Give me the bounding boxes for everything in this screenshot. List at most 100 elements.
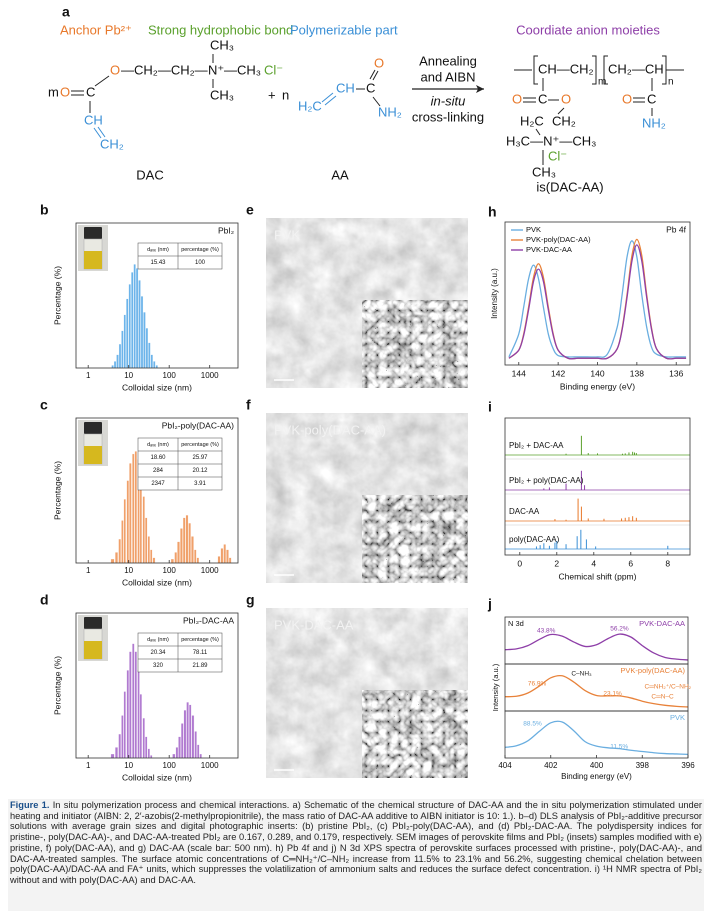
atom: C bbox=[366, 80, 375, 95]
bar bbox=[140, 296, 144, 369]
x-tick-label: 138 bbox=[630, 368, 644, 378]
panel-letter: d bbox=[40, 592, 49, 608]
bond bbox=[557, 107, 565, 115]
methyl: CH₃ bbox=[532, 164, 556, 179]
repeat-index: n bbox=[282, 87, 289, 102]
vial-liquid bbox=[84, 446, 102, 464]
bar bbox=[121, 330, 124, 369]
table-cell: 18.60 bbox=[150, 455, 166, 461]
bracket bbox=[533, 55, 538, 85]
trace-label: PbI₂ + DAC-AA bbox=[509, 441, 564, 450]
table-header: dₐᵥₑ (nm) bbox=[147, 637, 169, 643]
atom: N⁺ bbox=[208, 62, 224, 77]
bar bbox=[177, 541, 180, 564]
annotation: 88.5% bbox=[523, 721, 542, 728]
bar bbox=[118, 343, 122, 369]
panel-letter: i bbox=[488, 399, 492, 415]
methyl: CH₃ bbox=[210, 37, 234, 52]
bar bbox=[113, 361, 117, 369]
atom: O bbox=[512, 91, 522, 106]
bar bbox=[143, 311, 146, 369]
bar bbox=[170, 558, 174, 564]
bar bbox=[110, 753, 115, 759]
atom: O bbox=[561, 91, 571, 106]
x-tick-label: 1 bbox=[86, 761, 91, 770]
vial-photo bbox=[78, 420, 108, 466]
atom: CH bbox=[336, 80, 355, 95]
x-tick-label: 1000 bbox=[201, 761, 219, 770]
bar bbox=[196, 557, 200, 564]
bar bbox=[129, 463, 132, 564]
repeat-unit: CH—CH₂ bbox=[538, 61, 594, 76]
bar bbox=[123, 314, 126, 369]
panel-letter: b bbox=[40, 202, 49, 218]
sem-label: PVK-poly(DAC-AA) bbox=[274, 422, 386, 437]
bar bbox=[118, 733, 122, 759]
bar bbox=[180, 528, 183, 564]
bar bbox=[126, 670, 130, 759]
table-cell: 78.11 bbox=[193, 650, 208, 656]
x-tick-label: 142 bbox=[551, 368, 565, 378]
x-tick-label: 398 bbox=[636, 761, 650, 770]
bar bbox=[191, 536, 194, 564]
bar bbox=[150, 549, 153, 564]
annotation: 11.5% bbox=[610, 744, 628, 751]
methyl: CH₃ bbox=[210, 87, 234, 102]
condition: and AIBN bbox=[421, 69, 476, 84]
scheme: a Anchor Pb²⁺ Strong hydrophobic bond Po… bbox=[48, 4, 684, 194]
bar bbox=[228, 557, 232, 564]
bar bbox=[138, 280, 141, 369]
bond bbox=[97, 126, 106, 138]
legend-label: PVK-poly(DAC-AA) bbox=[526, 235, 591, 244]
bar bbox=[144, 736, 148, 759]
bar bbox=[174, 552, 178, 564]
bar bbox=[131, 272, 134, 369]
atom: O bbox=[60, 84, 70, 99]
bar bbox=[194, 731, 197, 759]
table-cell: 15.43 bbox=[150, 260, 166, 266]
annotation: C═N–C bbox=[651, 694, 674, 701]
core-level: N 3d bbox=[508, 619, 524, 628]
annotation: 56.2% bbox=[610, 626, 629, 633]
x-axis-title: Binding energy (eV) bbox=[561, 772, 632, 781]
x-tick-label: 402 bbox=[544, 761, 558, 770]
atom: CH₂ bbox=[100, 136, 124, 151]
scheme-label: Coordiate anion moieties bbox=[516, 22, 660, 37]
condition: in-situ bbox=[431, 93, 466, 108]
scheme-label: Strong hydrophobic bond bbox=[148, 22, 293, 37]
panel-letter: a bbox=[62, 4, 70, 20]
spectrum-line bbox=[504, 633, 689, 661]
table-header: percentage (%) bbox=[181, 247, 219, 253]
spectrum-line bbox=[508, 244, 687, 360]
scheme-label: Polymerizable part bbox=[290, 22, 398, 37]
bar bbox=[133, 264, 136, 369]
x-tick-label: 10 bbox=[124, 761, 133, 770]
bar bbox=[188, 704, 192, 759]
scheme-label: Anchor Pb²⁺ bbox=[60, 22, 132, 37]
plus: + bbox=[268, 87, 276, 102]
bar bbox=[223, 544, 227, 564]
bracket bbox=[603, 55, 608, 85]
repeat-index: m bbox=[598, 77, 606, 88]
bar bbox=[178, 736, 181, 759]
caption-label: Figure 1. bbox=[10, 800, 50, 810]
table-box bbox=[137, 632, 223, 673]
legend-label: PVK-DAC-AA bbox=[526, 245, 572, 254]
sem-inset bbox=[361, 299, 469, 389]
annotation: C═NH₂⁺/C–NH₂ bbox=[645, 684, 692, 691]
bar bbox=[175, 747, 179, 759]
table-cell: 284 bbox=[153, 468, 164, 474]
table-header: percentage (%) bbox=[181, 442, 219, 448]
atom: H₂C bbox=[298, 98, 322, 113]
bar bbox=[147, 748, 151, 759]
atom: H₂C bbox=[520, 113, 544, 128]
panel-letter: g bbox=[246, 592, 255, 608]
condition: Annealing bbox=[419, 53, 477, 68]
vial-photo bbox=[78, 225, 108, 271]
bar bbox=[182, 517, 186, 564]
caption: Figure 1. In situ polymerization process… bbox=[8, 799, 704, 911]
x-tick-label: 136 bbox=[669, 368, 683, 378]
trace-label: poly(DAC-AA) bbox=[509, 535, 560, 544]
bar bbox=[185, 514, 189, 564]
